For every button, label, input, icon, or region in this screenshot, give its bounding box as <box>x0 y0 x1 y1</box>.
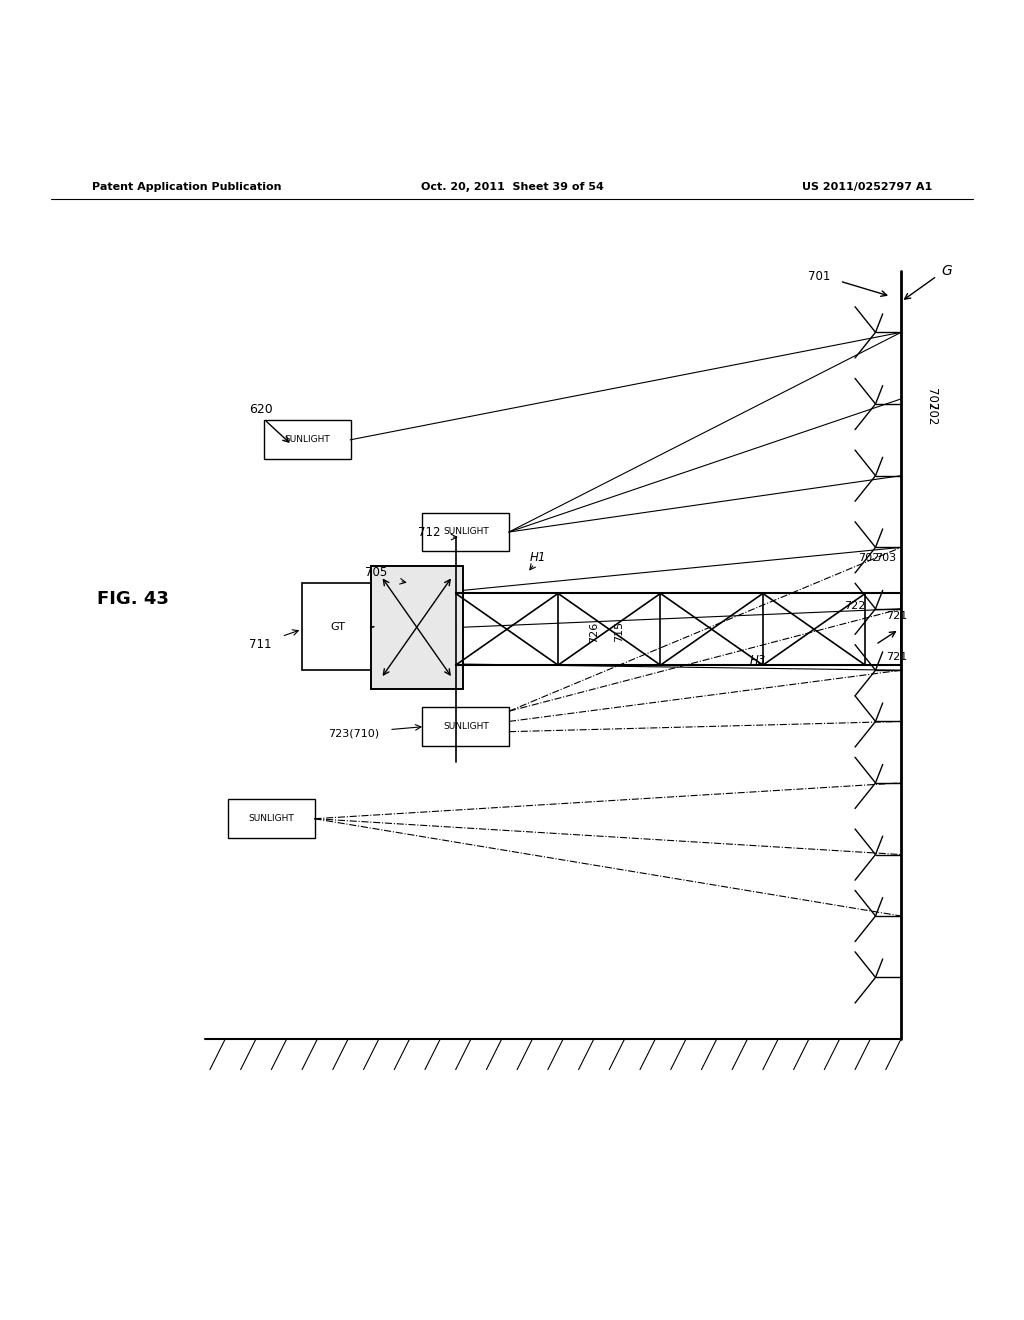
Text: 703: 703 <box>876 553 897 562</box>
Text: GT: GT <box>331 622 345 632</box>
Text: SUNLIGHT: SUNLIGHT <box>249 814 294 824</box>
Text: 702: 702 <box>926 403 938 425</box>
Text: 715: 715 <box>614 620 625 642</box>
Bar <box>423 512 510 552</box>
Text: 721: 721 <box>886 611 907 620</box>
Text: 723(710): 723(710) <box>328 729 379 739</box>
Bar <box>371 566 463 689</box>
Text: 702: 702 <box>858 553 880 562</box>
Text: G: G <box>942 264 952 279</box>
Text: 711: 711 <box>249 638 271 651</box>
Text: Patent Application Publication: Patent Application Publication <box>92 182 282 191</box>
Bar <box>302 583 374 671</box>
Text: 705: 705 <box>365 566 387 579</box>
Text: 726: 726 <box>589 622 599 643</box>
Text: H1: H1 <box>529 552 546 564</box>
Text: SUNLIGHT: SUNLIGHT <box>285 436 330 445</box>
Bar <box>423 708 510 746</box>
Text: FIG. 43: FIG. 43 <box>97 590 169 607</box>
Text: 722: 722 <box>844 601 865 611</box>
Text: Oct. 20, 2011  Sheet 39 of 54: Oct. 20, 2011 Sheet 39 of 54 <box>421 182 603 191</box>
Text: SUNLIGHT: SUNLIGHT <box>443 528 488 536</box>
Text: 701: 701 <box>808 269 830 282</box>
Text: SUNLIGHT: SUNLIGHT <box>443 722 488 731</box>
Text: 620: 620 <box>249 403 273 416</box>
Text: 721: 721 <box>886 652 907 661</box>
Text: H3: H3 <box>750 653 766 667</box>
Bar <box>227 800 315 838</box>
Text: US 2011/0252797 A1: US 2011/0252797 A1 <box>802 182 932 191</box>
Bar <box>264 420 350 459</box>
Text: 712: 712 <box>418 525 440 539</box>
Text: 702: 702 <box>926 388 938 411</box>
